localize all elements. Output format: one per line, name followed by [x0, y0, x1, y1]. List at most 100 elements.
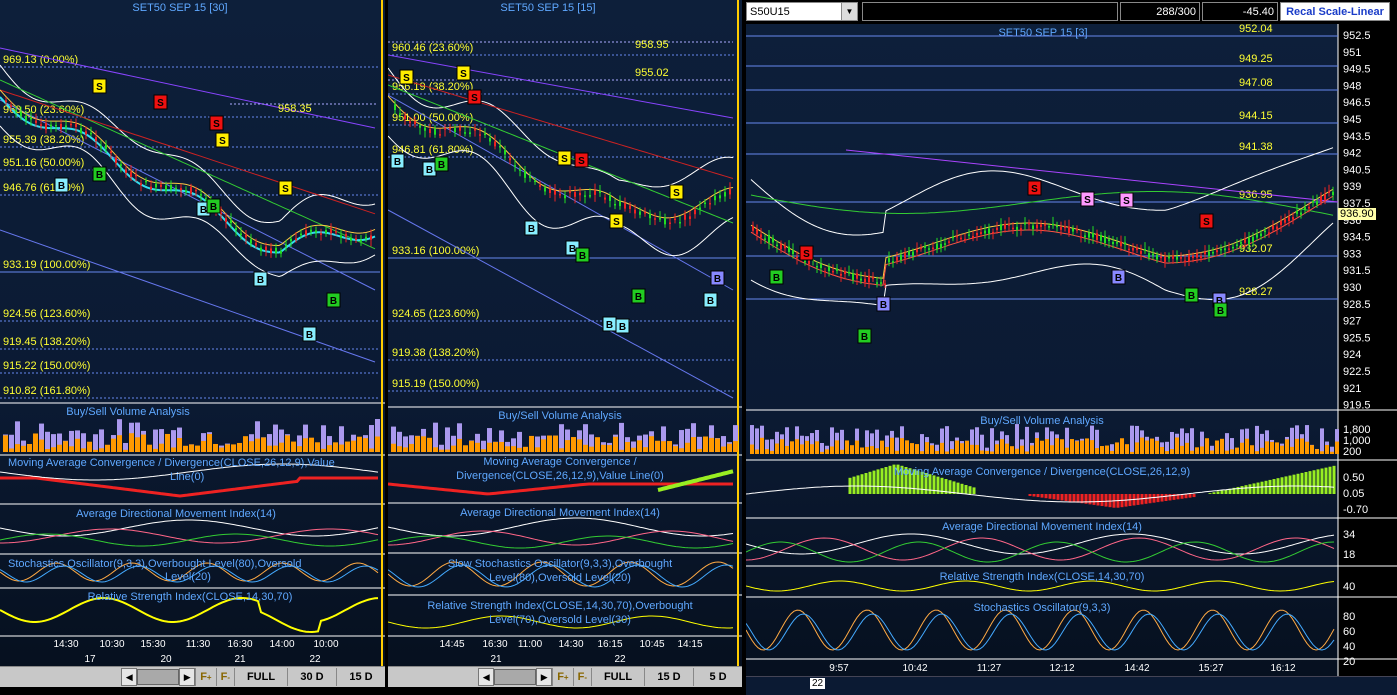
candle-body [1120, 241, 1122, 247]
candle-body [424, 127, 426, 131]
volume-bar-buy [1270, 441, 1274, 454]
candle-body [649, 213, 651, 219]
candle-body [145, 180, 147, 183]
x-time-label: 16:30 [482, 639, 507, 650]
candle-body [519, 169, 521, 171]
volume-bar-buy [1025, 451, 1029, 454]
candle-body [1212, 251, 1214, 254]
range-15d-button[interactable]: 15 D [644, 668, 693, 686]
range-5d-button[interactable]: 5 D [693, 668, 742, 686]
candle-body [305, 230, 307, 236]
scroll-right-button[interactable]: ▶ [536, 668, 553, 686]
volume-bar-buy [1155, 440, 1159, 454]
zoom-out-button[interactable]: F- [215, 668, 234, 686]
candle-body [175, 187, 177, 190]
indicator-title-rsi: Relative Strength Index(CLOSE,14,30,70),… [427, 600, 692, 626]
volume-bar-buy [1240, 442, 1244, 454]
candle-body [464, 132, 466, 134]
adx-line [388, 517, 734, 537]
symbol-select[interactable]: S50U15 ▼ [746, 2, 858, 21]
volume-bar-sell [679, 430, 684, 452]
candle-body [644, 212, 646, 214]
candle-body [529, 176, 531, 178]
stochastics-axis-tick: 20 [1343, 656, 1355, 668]
candle-body [920, 247, 922, 250]
volume-bar-buy [213, 443, 218, 452]
volume-bar-buy [691, 437, 696, 452]
scroll-left-button[interactable]: ◀ [478, 668, 495, 686]
candle-body [170, 184, 172, 190]
volume-bar-sell [1225, 433, 1229, 454]
recal-scale-button[interactable]: Recal Scale-Linear [1280, 2, 1390, 21]
volume-bar-sell [775, 431, 779, 454]
volume-bar-buy [57, 444, 62, 452]
candle-body [1288, 216, 1290, 222]
volume-bar-buy [177, 438, 182, 452]
candle-body [1216, 250, 1218, 253]
candle-body [559, 193, 561, 196]
volume-bar-buy [727, 443, 732, 452]
chart-canvas-15min[interactable]: SET50 SEP 15 [15] 960.46 (23.60%)956.19 … [388, 0, 742, 666]
chart-panel-3min[interactable]: SET50 SEP 15 [3] 952.04 949.25 947.08 944.1… [746, 24, 1397, 676]
chart-canvas-3min[interactable]: SET50 SEP 15 [3] 952.04 949.25 947.08 944.1… [746, 24, 1397, 676]
x-day-label: 21 [490, 654, 502, 665]
full-button[interactable]: FULL [591, 668, 644, 686]
zoom-out-button[interactable]: F- [572, 668, 591, 686]
volume-bar-buy [559, 448, 564, 452]
volume-bar-buy [775, 443, 779, 454]
volume-bar-buy [880, 440, 884, 454]
candle-body [65, 125, 67, 128]
volume-bar-sell [1110, 444, 1114, 454]
volume-bar-buy [1020, 445, 1024, 454]
scroll-track[interactable] [494, 669, 537, 685]
volume-bar-sell [273, 424, 278, 452]
indicator-title-adx: Average Directional Movement Index(14) [76, 508, 276, 520]
range-30d-button[interactable]: 30 D [287, 668, 336, 686]
zoom-in-button[interactable]: F + [552, 668, 572, 686]
range-15d-button[interactable]: 15 D [336, 668, 385, 686]
buy-flag-label: B [394, 157, 401, 168]
candle-body [1280, 221, 1282, 226]
trend-line [0, 99, 376, 291]
buy-flag [253, 271, 268, 287]
sell-flag [278, 180, 293, 196]
zoom-in-button[interactable]: F + [195, 668, 215, 686]
volume-bar-sell [770, 439, 774, 454]
chart-panel-30min[interactable]: SET50 SEP 15 [30] 969.13 (0.00%) 960.50 (… [0, 0, 385, 666]
scroll-right-button[interactable]: ▶ [179, 668, 196, 686]
candle-body [5, 100, 7, 102]
volume-bar-buy [950, 448, 954, 454]
x-time-label: 16:30 [227, 639, 252, 650]
volume-bar-sell [81, 433, 86, 452]
candle-body [180, 188, 182, 191]
chart-panel-15min[interactable]: SET50 SEP 15 [15] 960.46 (23.60%) 956.19 … [388, 0, 742, 666]
volume-bar-buy [965, 440, 969, 454]
full-button[interactable]: FULL [234, 668, 287, 686]
buy-flag-label: B [861, 332, 868, 343]
volume-bar-buy [225, 444, 230, 452]
volume-bar-buy [1060, 439, 1064, 454]
volume-bar-buy [1105, 445, 1109, 454]
x-time-label: 14:30 [558, 639, 583, 650]
volume-bar-buy [409, 443, 414, 452]
buy-flag-label: B [58, 181, 65, 192]
volume-bar-buy [9, 448, 14, 452]
candle-body [1092, 232, 1094, 238]
scroll-track[interactable] [137, 669, 180, 685]
y-axis-tick: 940.5 [1343, 164, 1371, 176]
volume-bar-buy [463, 445, 468, 452]
candle-body [884, 283, 886, 286]
chevron-down-icon[interactable]: ▼ [841, 3, 857, 20]
panel-title-30min: SET50 SEP 15 [30] [132, 2, 227, 14]
candle-body [404, 115, 406, 119]
candle-body [928, 248, 930, 250]
volume-bar-buy [800, 444, 804, 454]
volume-bar-sell [69, 430, 74, 452]
candle-body [768, 234, 770, 243]
candle-body [365, 236, 367, 239]
candle-body [699, 207, 701, 210]
candle-body [25, 115, 27, 120]
candle-body [639, 211, 641, 215]
scroll-left-button[interactable]: ◀ [121, 668, 138, 686]
chart-canvas-30min[interactable]: SET50 SEP 15 [30] 969.13 (0.00%)960.50 (… [0, 0, 385, 666]
